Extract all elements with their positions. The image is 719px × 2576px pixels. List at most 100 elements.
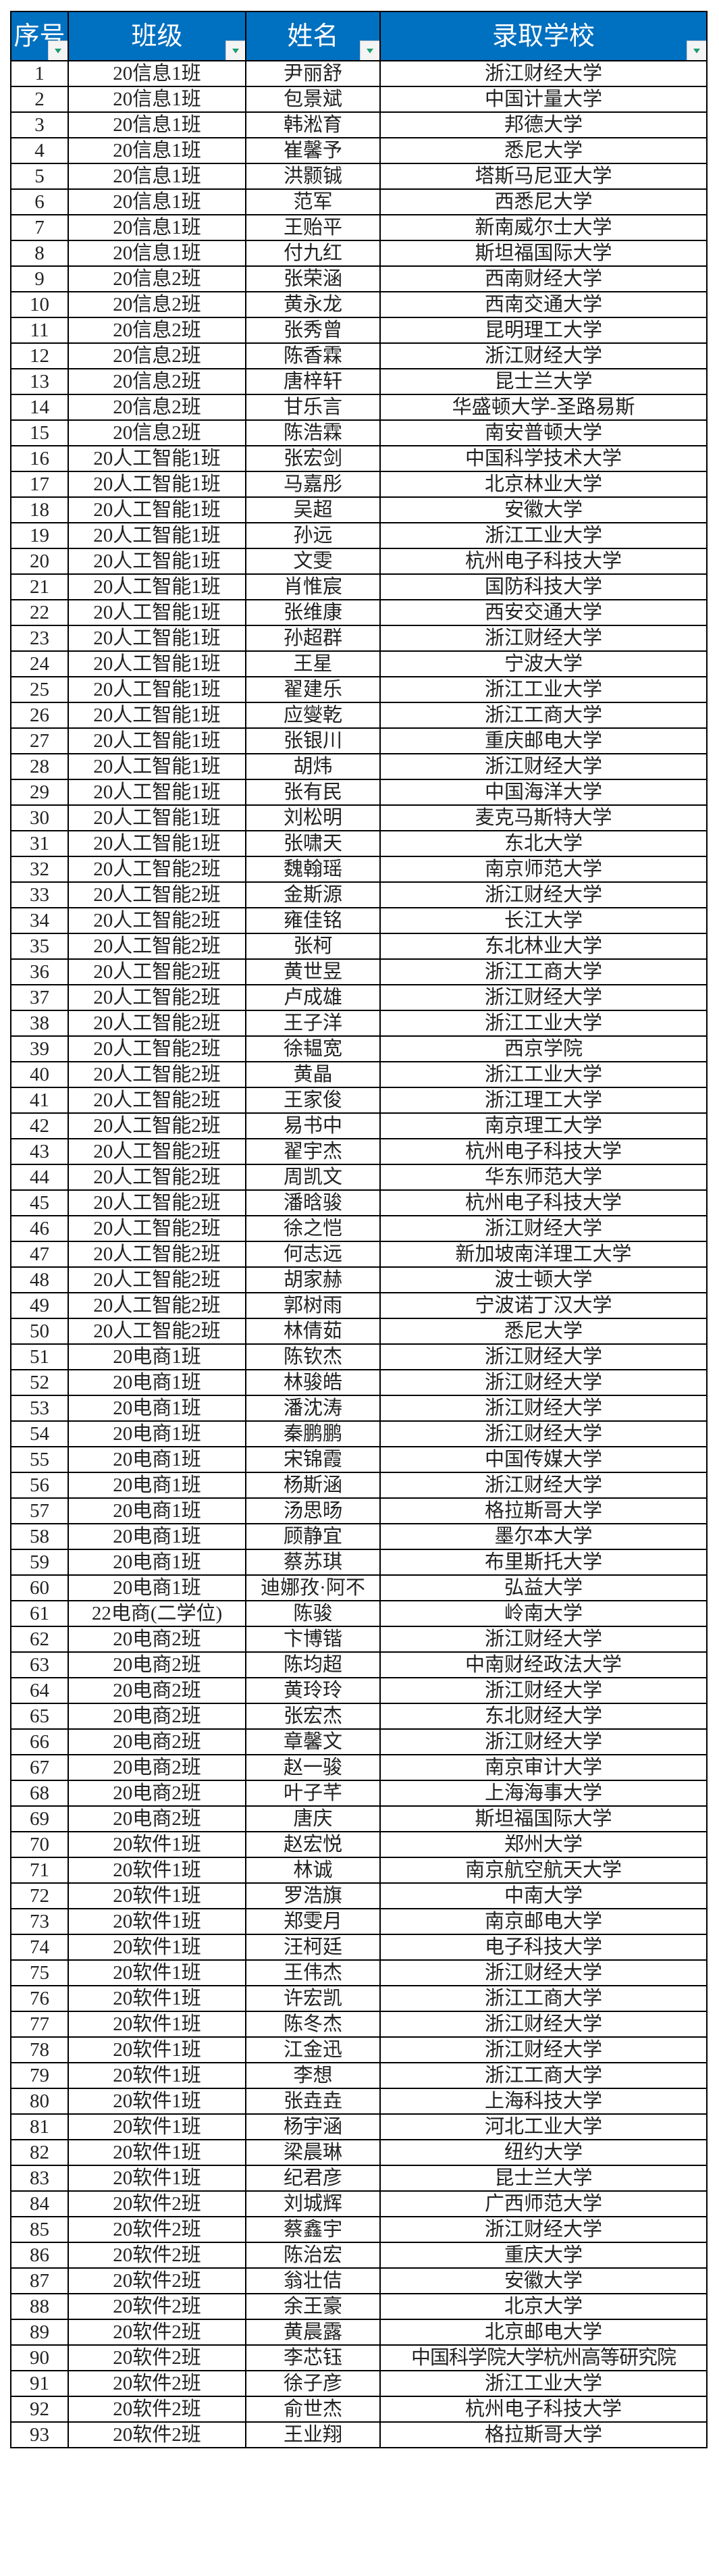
cell-class[interactable]: 20软件2班	[68, 2242, 246, 2269]
cell-school[interactable]: 斯坦福国际大学	[379, 240, 708, 267]
cell-school[interactable]: 浙江工商大学	[379, 958, 708, 985]
cell-index[interactable]: 30	[10, 804, 69, 831]
cell-index[interactable]: 93	[10, 2421, 69, 2448]
cell-school[interactable]: 南京理工大学	[379, 1112, 708, 1139]
cell-class[interactable]: 20电商1班	[68, 1420, 246, 1447]
cell-name[interactable]: 卢成雄	[245, 984, 381, 1011]
cell-school[interactable]: 浙江财经大学	[379, 625, 708, 652]
cell-name[interactable]: 陈均超	[245, 1651, 381, 1678]
cell-class[interactable]: 20人工智能2班	[68, 1035, 246, 1062]
cell-name[interactable]: 马嘉彤	[245, 471, 381, 498]
cell-class[interactable]: 20电商1班	[68, 1574, 246, 1601]
cell-class[interactable]: 20软件2班	[68, 2421, 246, 2448]
cell-name[interactable]: 肖惟宸	[245, 573, 381, 600]
cell-school[interactable]: 南京邮电大学	[379, 1908, 708, 1935]
cell-school[interactable]: 南京审计大学	[379, 1754, 708, 1781]
cell-name[interactable]: 秦鹏鹏	[245, 1420, 381, 1447]
cell-index[interactable]: 71	[10, 1857, 69, 1884]
cell-school[interactable]: 北京大学	[379, 2293, 708, 2320]
cell-index[interactable]: 52	[10, 1369, 69, 1396]
cell-index[interactable]: 70	[10, 1831, 69, 1858]
cell-school[interactable]: 南安普顿大学	[379, 419, 708, 446]
cell-name[interactable]: 王业翔	[245, 2421, 381, 2448]
cell-school[interactable]: 西京学院	[379, 1035, 708, 1062]
cell-index[interactable]: 1	[10, 60, 69, 87]
cell-class[interactable]: 20软件1班	[68, 1882, 246, 1909]
cell-name[interactable]: 陈香霖	[245, 342, 381, 369]
cell-index[interactable]: 92	[10, 2396, 69, 2423]
cell-class[interactable]: 20软件1班	[68, 2113, 246, 2140]
cell-index[interactable]: 44	[10, 1164, 69, 1191]
cell-school[interactable]: 北京邮电大学	[379, 2319, 708, 2346]
cell-name[interactable]: 吴超	[245, 496, 381, 523]
cell-class[interactable]: 20信息1班	[68, 111, 246, 138]
cell-name[interactable]: 杨宇涵	[245, 2113, 381, 2140]
cell-school[interactable]: 重庆大学	[379, 2242, 708, 2269]
cell-school[interactable]: 浙江工业大学	[379, 1010, 708, 1037]
cell-school[interactable]: 安徽大学	[379, 496, 708, 523]
cell-school[interactable]: 浙江工业大学	[379, 522, 708, 549]
cell-class[interactable]: 20信息1班	[68, 188, 246, 215]
cell-name[interactable]: 黄永龙	[245, 291, 381, 318]
cell-index[interactable]: 79	[10, 2062, 69, 2089]
cell-index[interactable]: 36	[10, 958, 69, 985]
cell-index[interactable]: 84	[10, 2190, 69, 2217]
cell-index[interactable]: 58	[10, 1523, 69, 1550]
cell-school[interactable]: 杭州电子科技大学	[379, 2396, 708, 2423]
cell-school[interactable]: 昆明理工大学	[379, 317, 708, 344]
cell-school[interactable]: 西悉尼大学	[379, 188, 708, 215]
cell-index[interactable]: 56	[10, 1472, 69, 1499]
cell-school[interactable]: 东北林业大学	[379, 933, 708, 960]
cell-class[interactable]: 20电商2班	[68, 1780, 246, 1807]
cell-index[interactable]: 41	[10, 1087, 69, 1114]
cell-class[interactable]: 20软件1班	[68, 1934, 246, 1961]
cell-school[interactable]: 浙江财经大学	[379, 2036, 708, 2063]
cell-school[interactable]: 杭州电子科技大学	[379, 1189, 708, 1216]
cell-school[interactable]: 斯坦福国际大学	[379, 1805, 708, 1832]
cell-name[interactable]: 潘晗骏	[245, 1189, 381, 1216]
cell-class[interactable]: 20人工智能2班	[68, 1164, 246, 1191]
cell-class[interactable]: 20人工智能2班	[68, 1010, 246, 1037]
cell-name[interactable]: 胡炜	[245, 753, 381, 780]
cell-school[interactable]: 塔斯马尼亚大学	[379, 163, 708, 190]
cell-name[interactable]: 雍佳铭	[245, 907, 381, 934]
cell-name[interactable]: 陈冬杰	[245, 2011, 381, 2038]
cell-school[interactable]: 华东师范大学	[379, 1164, 708, 1191]
cell-class[interactable]: 20人工智能2班	[68, 856, 246, 883]
cell-class[interactable]: 20人工智能2班	[68, 1087, 246, 1114]
cell-index[interactable]: 78	[10, 2036, 69, 2063]
cell-index[interactable]: 18	[10, 496, 69, 523]
cell-name[interactable]: 郭树雨	[245, 1292, 381, 1319]
cell-index[interactable]: 22	[10, 599, 69, 626]
cell-name[interactable]: 赵一骏	[245, 1754, 381, 1781]
cell-school[interactable]: 北京林业大学	[379, 471, 708, 498]
cell-school[interactable]: 电子科技大学	[379, 1934, 708, 1961]
cell-class[interactable]: 20电商1班	[68, 1369, 246, 1396]
cell-class[interactable]: 20电商1班	[68, 1395, 246, 1422]
cell-name[interactable]: 张荣涵	[245, 265, 381, 292]
cell-school[interactable]: 浙江工业大学	[379, 1061, 708, 1088]
dropdown-filter-icon[interactable]	[225, 41, 244, 59]
cell-school[interactable]: 华盛顿大学-圣路易斯	[379, 394, 708, 421]
cell-index[interactable]: 91	[10, 2370, 69, 2397]
cell-index[interactable]: 53	[10, 1395, 69, 1422]
cell-school[interactable]: 浙江工商大学	[379, 1985, 708, 2012]
dropdown-filter-icon[interactable]	[360, 41, 379, 59]
cell-school[interactable]: 国防科技大学	[379, 573, 708, 600]
cell-name[interactable]: 周凯文	[245, 1164, 381, 1191]
cell-school[interactable]: 浙江财经大学	[379, 1472, 708, 1499]
cell-name[interactable]: 罗浩旗	[245, 1882, 381, 1909]
cell-class[interactable]: 20信息2班	[68, 317, 246, 344]
cell-class[interactable]: 20人工智能2班	[68, 1138, 246, 1165]
cell-class[interactable]: 20电商2班	[68, 1677, 246, 1704]
cell-index[interactable]: 73	[10, 1908, 69, 1935]
cell-class[interactable]: 20人工智能1班	[68, 676, 246, 703]
cell-class[interactable]: 20人工智能1班	[68, 599, 246, 626]
cell-class[interactable]: 20人工智能1班	[68, 471, 246, 498]
cell-index[interactable]: 74	[10, 1934, 69, 1961]
cell-school[interactable]: 浙江财经大学	[379, 1959, 708, 1986]
cell-index[interactable]: 8	[10, 240, 69, 267]
cell-name[interactable]: 徐韫宽	[245, 1035, 381, 1062]
cell-class[interactable]: 20人工智能1班	[68, 522, 246, 549]
cell-index[interactable]: 23	[10, 625, 69, 652]
